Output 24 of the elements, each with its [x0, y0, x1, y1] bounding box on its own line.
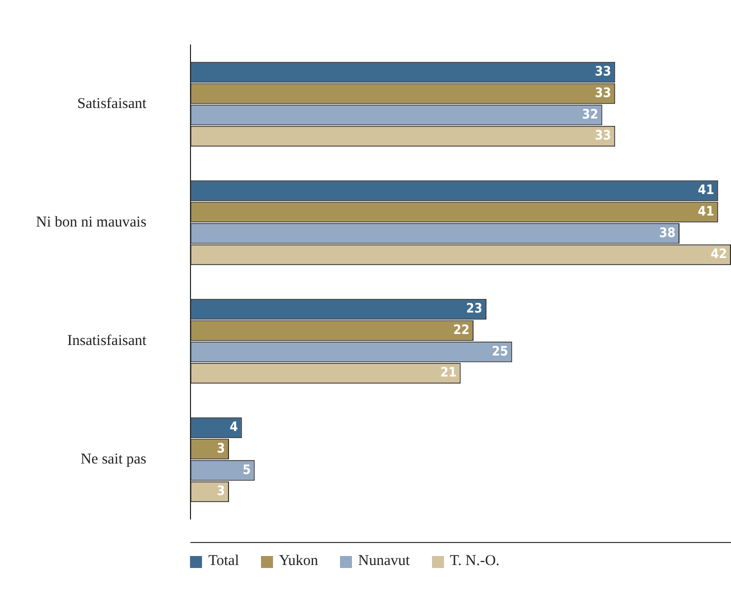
data-label: 33 [594, 64, 612, 80]
data-label: 42 [710, 247, 727, 262]
data-label: 38 [659, 226, 676, 241]
data-label: 22 [453, 322, 470, 338]
y-tick-label: Insatisfaisant [67, 333, 148, 350]
data-label: 33 [594, 86, 612, 101]
legend-label: Total [208, 553, 239, 570]
data-label: 3 [216, 484, 226, 500]
data-label: 21 [440, 366, 457, 381]
data-label: 5 [242, 462, 251, 478]
data-label: 32 [582, 107, 598, 122]
y-tick-label: Ne sait pas [80, 452, 147, 468]
y-tick-label: Satisfaisant [77, 96, 148, 112]
legend-label: Nunavut [358, 553, 410, 570]
data-label: 3 [216, 441, 226, 456]
data-label: 41 [698, 183, 714, 198]
data-label: 33 [594, 128, 612, 144]
data-label: 41 [698, 204, 714, 220]
data-label: 4 [230, 420, 238, 436]
y-tick-label: Ni bon ni mauvais [36, 214, 147, 231]
legend-label: T. N.-O. [450, 553, 500, 570]
legend-label: Yukon [279, 553, 318, 570]
data-label: 23 [466, 302, 482, 317]
data-label: 25 [492, 344, 508, 360]
